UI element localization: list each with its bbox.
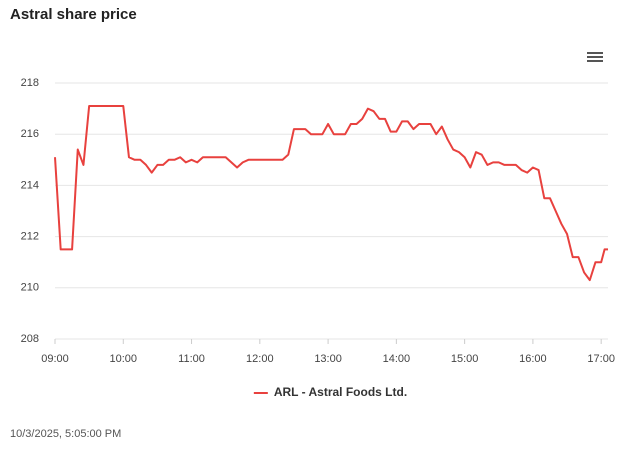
- timestamp: 10/3/2025, 5:05:00 PM: [10, 428, 121, 440]
- y-tick-label: 208: [21, 333, 39, 345]
- legend-label: ARL - Astral Foods Ltd.: [274, 385, 407, 399]
- x-tick-label: 09:00: [41, 353, 69, 365]
- price-line: [54, 105, 608, 282]
- chart-title: Astral share price: [10, 6, 137, 23]
- y-tick-label: 218: [21, 77, 39, 89]
- x-tick-label: 12:00: [246, 353, 274, 365]
- menu-button[interactable]: [584, 48, 606, 66]
- legend: ARL - Astral Foods Ltd.: [253, 385, 407, 399]
- x-tick-label: 16:00: [519, 353, 547, 365]
- menu-bar: [587, 52, 603, 54]
- y-tick-label: 210: [21, 282, 39, 294]
- y-tick-label: 214: [21, 179, 39, 191]
- x-tick-label: 15:00: [451, 353, 479, 365]
- x-tick-label: 14:00: [383, 353, 411, 365]
- menu-bar: [587, 60, 603, 62]
- x-tick-label: 13:00: [314, 353, 342, 365]
- y-tick-label: 212: [21, 231, 39, 243]
- x-tick-label: 17:00: [587, 353, 615, 365]
- menu-bar: [587, 56, 603, 58]
- x-tick-label: 11:00: [178, 353, 205, 365]
- x-tick-label: 10:00: [110, 353, 138, 365]
- y-tick-label: 216: [21, 128, 39, 140]
